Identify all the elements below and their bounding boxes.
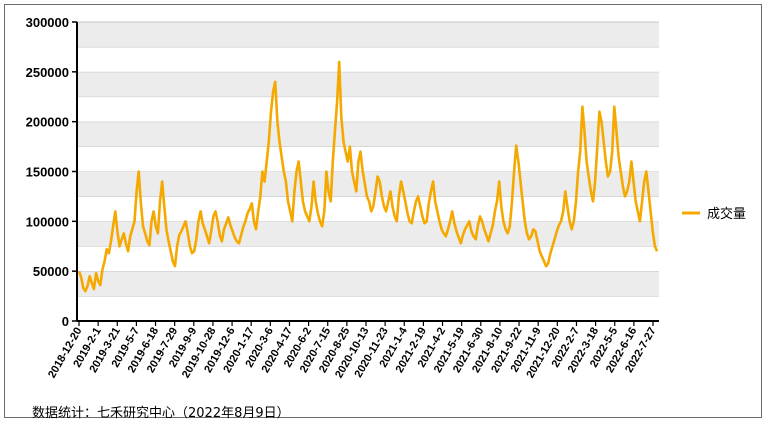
y-tick-label: 200000 bbox=[26, 115, 69, 130]
grid-band bbox=[77, 121, 659, 147]
grid-bands bbox=[77, 21, 659, 321]
grid-band bbox=[77, 96, 659, 122]
y-tick-label: 100000 bbox=[26, 214, 69, 229]
chart-frame: 0 50000 100000 150000 200000 250000 300000 201… bbox=[4, 4, 762, 418]
series-line bbox=[77, 60, 659, 293]
grid-band bbox=[77, 46, 659, 72]
grid-band bbox=[77, 22, 659, 47]
y-tick-label: 50000 bbox=[33, 264, 69, 279]
series-line-path bbox=[77, 60, 659, 293]
x-axis: 2018-12-202019-2-12019-3-212019-5-72019-… bbox=[46, 320, 659, 380]
y-tick-label: 0 bbox=[62, 314, 69, 329]
grid-band bbox=[77, 246, 659, 272]
y-tick-label: 300000 bbox=[26, 15, 69, 30]
source-note: 数据统计：七禾研究中心（2022年8月9日） bbox=[32, 406, 290, 421]
y-tick-label: 150000 bbox=[26, 165, 69, 180]
legend: 成交量 bbox=[682, 206, 746, 221]
y-axis: 0 50000 100000 150000 200000 250000 300000 bbox=[26, 15, 78, 329]
grid-band bbox=[77, 171, 659, 197]
grid-band bbox=[77, 146, 659, 172]
line-chart: 0 50000 100000 150000 200000 250000 300000 201… bbox=[26, 15, 746, 380]
grid-band bbox=[77, 296, 659, 321]
grid-band bbox=[77, 271, 659, 297]
legend-label: 成交量 bbox=[707, 206, 746, 221]
y-tick-label: 250000 bbox=[26, 65, 69, 80]
grid-band bbox=[77, 71, 659, 97]
grid-band bbox=[77, 221, 659, 247]
